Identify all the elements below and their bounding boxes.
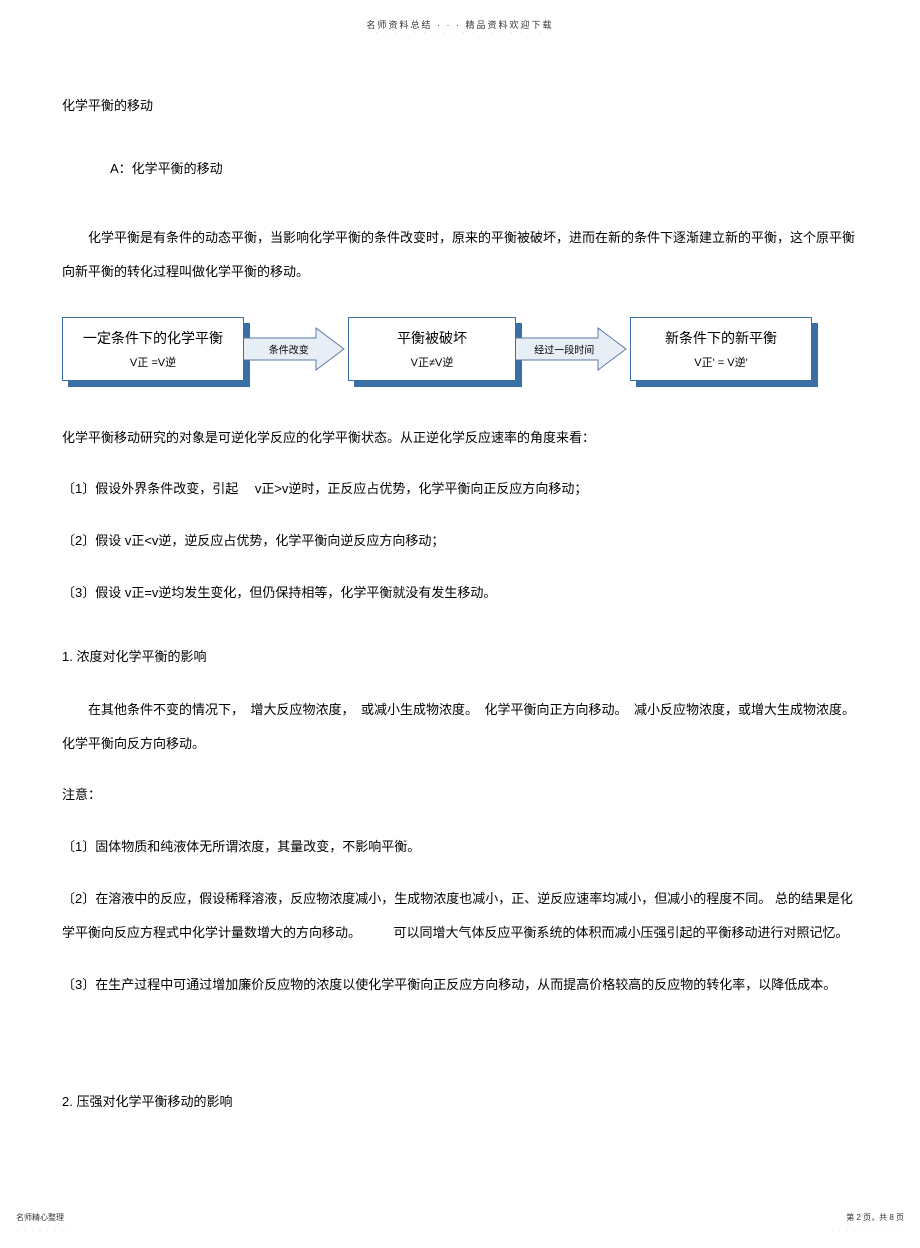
- flow-box-3: 新条件下的新平衡 V正' = V逆': [630, 317, 812, 381]
- flow-arrow-1-label: 条件改变: [269, 341, 309, 356]
- body-list-2: 〔2〕假设 v正<v逆，逆反应占优势，化学平衡向逆反应方向移动；: [62, 524, 860, 558]
- flowchart: 一定条件下的化学平衡 V正 =V逆 条件改变 平衡被破坏 V正≠V逆 经过一段时…: [62, 317, 860, 381]
- footer-right-dots: · · · · · · · · · ·: [831, 1228, 904, 1234]
- section-2-heading: 2. 压强对化学平衡移动的影响: [62, 1091, 860, 1110]
- flow-box-3-sub: V正' = V逆': [645, 354, 797, 370]
- section-a-title: A：化学平衡的移动: [110, 158, 860, 177]
- section-1-heading: 1. 浓度对化学平衡的影响: [62, 646, 860, 665]
- flow-arrow-1: 条件改变: [238, 326, 346, 372]
- footer-left-dots: · · · · · · · ·: [16, 1228, 74, 1234]
- note-3: 〔3〕在生产过程中可通过增加廉价反应物的浓度以使化学平衡向正反应方向移动，从而提…: [62, 968, 860, 1002]
- content-area: 化学平衡的移动 A：化学平衡的移动 化学平衡是有条件的动态平衡，当影响化学平衡的…: [62, 95, 860, 1120]
- body-p2: 在其他条件不变的情况下， 增大反应物浓度， 或减小生成物浓度。 化学平衡向正方向…: [62, 693, 860, 761]
- flow-box-1-sub: V正 =V逆: [77, 354, 229, 370]
- note-2: 〔2〕在溶液中的反应，假设稀释溶液，反应物浓度减小，生成物浓度也减小，正、逆反应…: [62, 882, 860, 950]
- flow-box-2: 平衡被破坏 V正≠V逆: [348, 317, 516, 381]
- footer-right: 第 2 页，共 8 页: [846, 1212, 904, 1223]
- footer-left: 名师精心整理: [16, 1212, 64, 1223]
- note-label: 注意：: [62, 778, 860, 812]
- flow-box-2-sub: V正≠V逆: [363, 354, 501, 370]
- header-dots: · · · · · · · · · · · · · · · · · ·: [0, 30, 920, 36]
- flow-box-1-title: 一定条件下的化学平衡: [77, 328, 229, 348]
- page-title: 化学平衡的移动: [62, 95, 860, 114]
- flow-arrow-2: 经过一段时间: [510, 326, 628, 372]
- flow-arrow-2-label: 经过一段时间: [534, 341, 594, 356]
- note-1: 〔1〕固体物质和纯液体无所谓浓度，其量改变，不影响平衡。: [62, 830, 860, 864]
- flow-box-1: 一定条件下的化学平衡 V正 =V逆: [62, 317, 244, 381]
- intro-paragraph: 化学平衡是有条件的动态平衡，当影响化学平衡的条件改变时，原来的平衡被破坏，进而在…: [62, 221, 860, 289]
- body-p1: 化学平衡移动研究的对象是可逆化学反应的化学平衡状态。从正逆化学反应速率的角度来看…: [62, 421, 860, 455]
- flow-box-2-title: 平衡被破坏: [363, 328, 501, 348]
- body-list-3: 〔3〕假设 v正=v逆均发生变化，但仍保持相等，化学平衡就没有发生移动。: [62, 576, 860, 610]
- flow-box-3-title: 新条件下的新平衡: [645, 328, 797, 348]
- body-list-1: 〔1〕假设外界条件改变，引起 v正>v逆时，正反应占优势，化学平衡向正反应方向移…: [62, 472, 860, 506]
